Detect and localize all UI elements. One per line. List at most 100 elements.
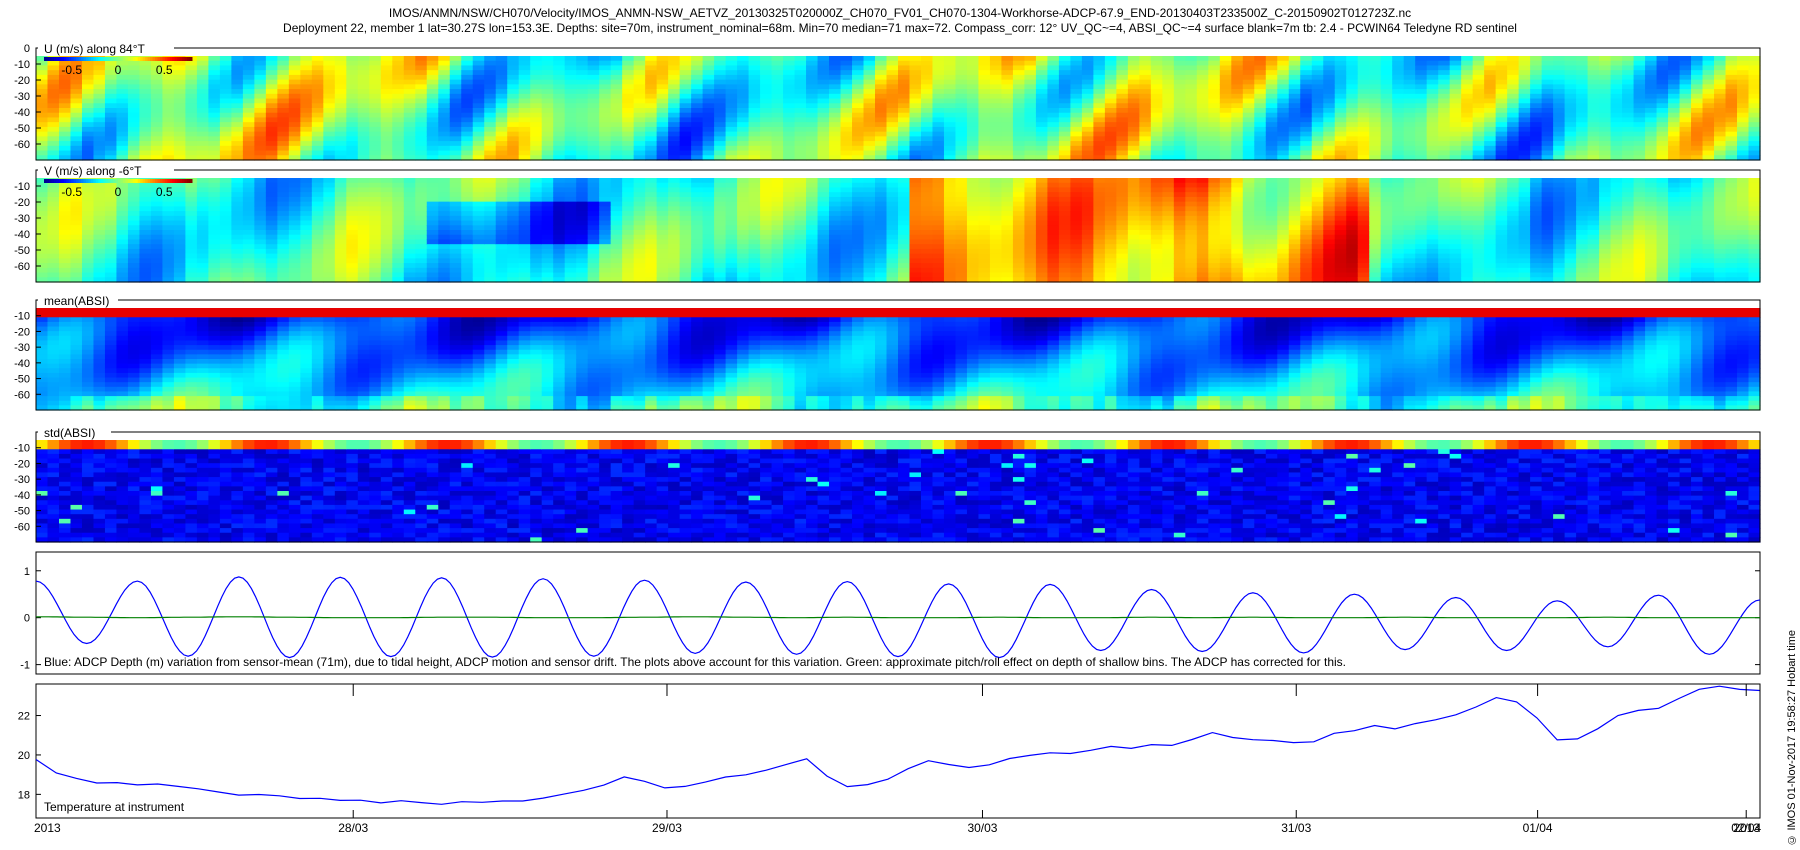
heatmap-cell <box>288 225 301 231</box>
heatmap-cell <box>357 234 370 241</box>
heatmap-cell <box>1024 65 1037 71</box>
heatmap-cell <box>1116 136 1129 142</box>
heatmap-cell <box>231 248 244 255</box>
heatmap-cell <box>403 122 416 128</box>
heatmap-cell <box>1265 84 1278 90</box>
heatmap-cell <box>93 272 106 278</box>
heatmap-cell <box>817 225 830 231</box>
heatmap-cell <box>1300 112 1313 119</box>
heatmap-cell <box>1012 145 1026 152</box>
heatmap-cell <box>472 126 485 133</box>
heatmap-cell <box>58 201 72 207</box>
heatmap-cell <box>1702 141 1715 147</box>
heatmap-cell <box>1507 79 1520 85</box>
heatmap-cell <box>599 112 612 119</box>
heatmap-cell <box>564 108 577 114</box>
heatmap-cell <box>1346 131 1359 137</box>
heatmap-cell <box>1507 70 1520 76</box>
heatmap-cell <box>714 206 727 212</box>
heatmap-cell <box>610 79 623 85</box>
heatmap-cell <box>1610 141 1623 147</box>
heatmap-cell <box>863 79 876 85</box>
heatmap-cell <box>104 182 118 189</box>
heatmap-cell <box>288 84 301 90</box>
heatmap-cell <box>357 206 370 212</box>
heatmap-cell <box>829 201 842 207</box>
heatmap-cell <box>357 141 370 147</box>
heatmap-cell <box>1162 65 1175 71</box>
heatmap-cell <box>863 239 876 245</box>
heatmap-cell <box>840 136 853 142</box>
heatmap-cell <box>576 215 589 222</box>
heatmap-cell <box>265 192 278 198</box>
heatmap-cell <box>714 263 727 269</box>
heatmap-cell <box>656 65 669 71</box>
heatmap-cell <box>1311 93 1324 100</box>
heatmap-cell <box>1472 103 1485 109</box>
heatmap-cell <box>162 182 175 189</box>
heatmap-cell <box>70 65 83 71</box>
heatmap-cell <box>1219 155 1232 161</box>
heatmap-cell <box>553 215 566 222</box>
heatmap-cell <box>1472 89 1485 95</box>
heatmap-cell <box>587 84 600 90</box>
heatmap-cell <box>1472 145 1485 152</box>
heatmap-cell <box>1495 89 1508 95</box>
heatmap-cell <box>1449 74 1462 81</box>
heatmap-cell <box>173 215 187 222</box>
heatmap-cell <box>369 272 382 278</box>
heatmap-cell <box>1495 150 1508 156</box>
heatmap-cell <box>932 131 945 137</box>
heatmap-cell <box>334 79 347 85</box>
heatmap-cell <box>150 93 164 100</box>
heatmap-cell <box>58 60 72 67</box>
heatmap-cell <box>242 196 255 203</box>
heatmap-cell <box>116 277 129 283</box>
heatmap-cell <box>1610 74 1623 81</box>
heatmap-cell <box>760 145 773 152</box>
heatmap-cell <box>242 272 255 278</box>
heatmap-cell <box>346 187 359 193</box>
heatmap-cell <box>208 201 221 207</box>
heatmap-cell <box>139 253 152 259</box>
heatmap-cell <box>1622 60 1635 67</box>
heatmap-cell <box>714 196 727 203</box>
heatmap-cell <box>691 230 704 236</box>
heatmap-cell <box>1748 126 1761 133</box>
heatmap-cell <box>633 70 646 76</box>
heatmap-cell <box>656 70 669 76</box>
heatmap-cell <box>1346 56 1359 62</box>
heatmap-cell <box>81 201 95 207</box>
heatmap-cell <box>357 103 370 109</box>
heatmap-cell <box>254 89 267 95</box>
heatmap-cell <box>208 277 221 283</box>
heatmap-cell <box>93 267 106 274</box>
heatmap-cell <box>208 244 221 250</box>
heatmap-cell <box>1208 117 1221 123</box>
heatmap-cell <box>955 103 968 109</box>
heatmap-cell <box>1070 150 1083 156</box>
heatmap-cell <box>714 267 727 274</box>
colorbar-swatch <box>135 57 139 61</box>
heatmap-cell <box>265 206 278 212</box>
heatmap-cell <box>185 122 198 128</box>
heatmap-cell <box>231 187 244 193</box>
heatmap-cell <box>1093 131 1106 137</box>
heatmap-cell <box>265 74 278 81</box>
heatmap-cell <box>1116 155 1129 161</box>
heatmap-cell <box>806 215 819 222</box>
heatmap-cell <box>1357 155 1370 161</box>
heatmap-cell <box>300 192 313 198</box>
heatmap-cell <box>173 267 187 274</box>
heatmap-cell <box>1012 84 1026 90</box>
heatmap-cell <box>829 65 842 71</box>
heatmap-cell <box>219 98 232 104</box>
heatmap-cell <box>1472 117 1485 123</box>
heatmap-cell <box>1656 150 1669 156</box>
heatmap-cell <box>1369 70 1382 76</box>
heatmap-cell <box>1403 98 1416 104</box>
heatmap-cell <box>461 239 474 245</box>
heatmap-cell <box>1127 136 1140 142</box>
heatmap-cell <box>1426 89 1439 95</box>
heatmap-cell <box>415 155 428 161</box>
